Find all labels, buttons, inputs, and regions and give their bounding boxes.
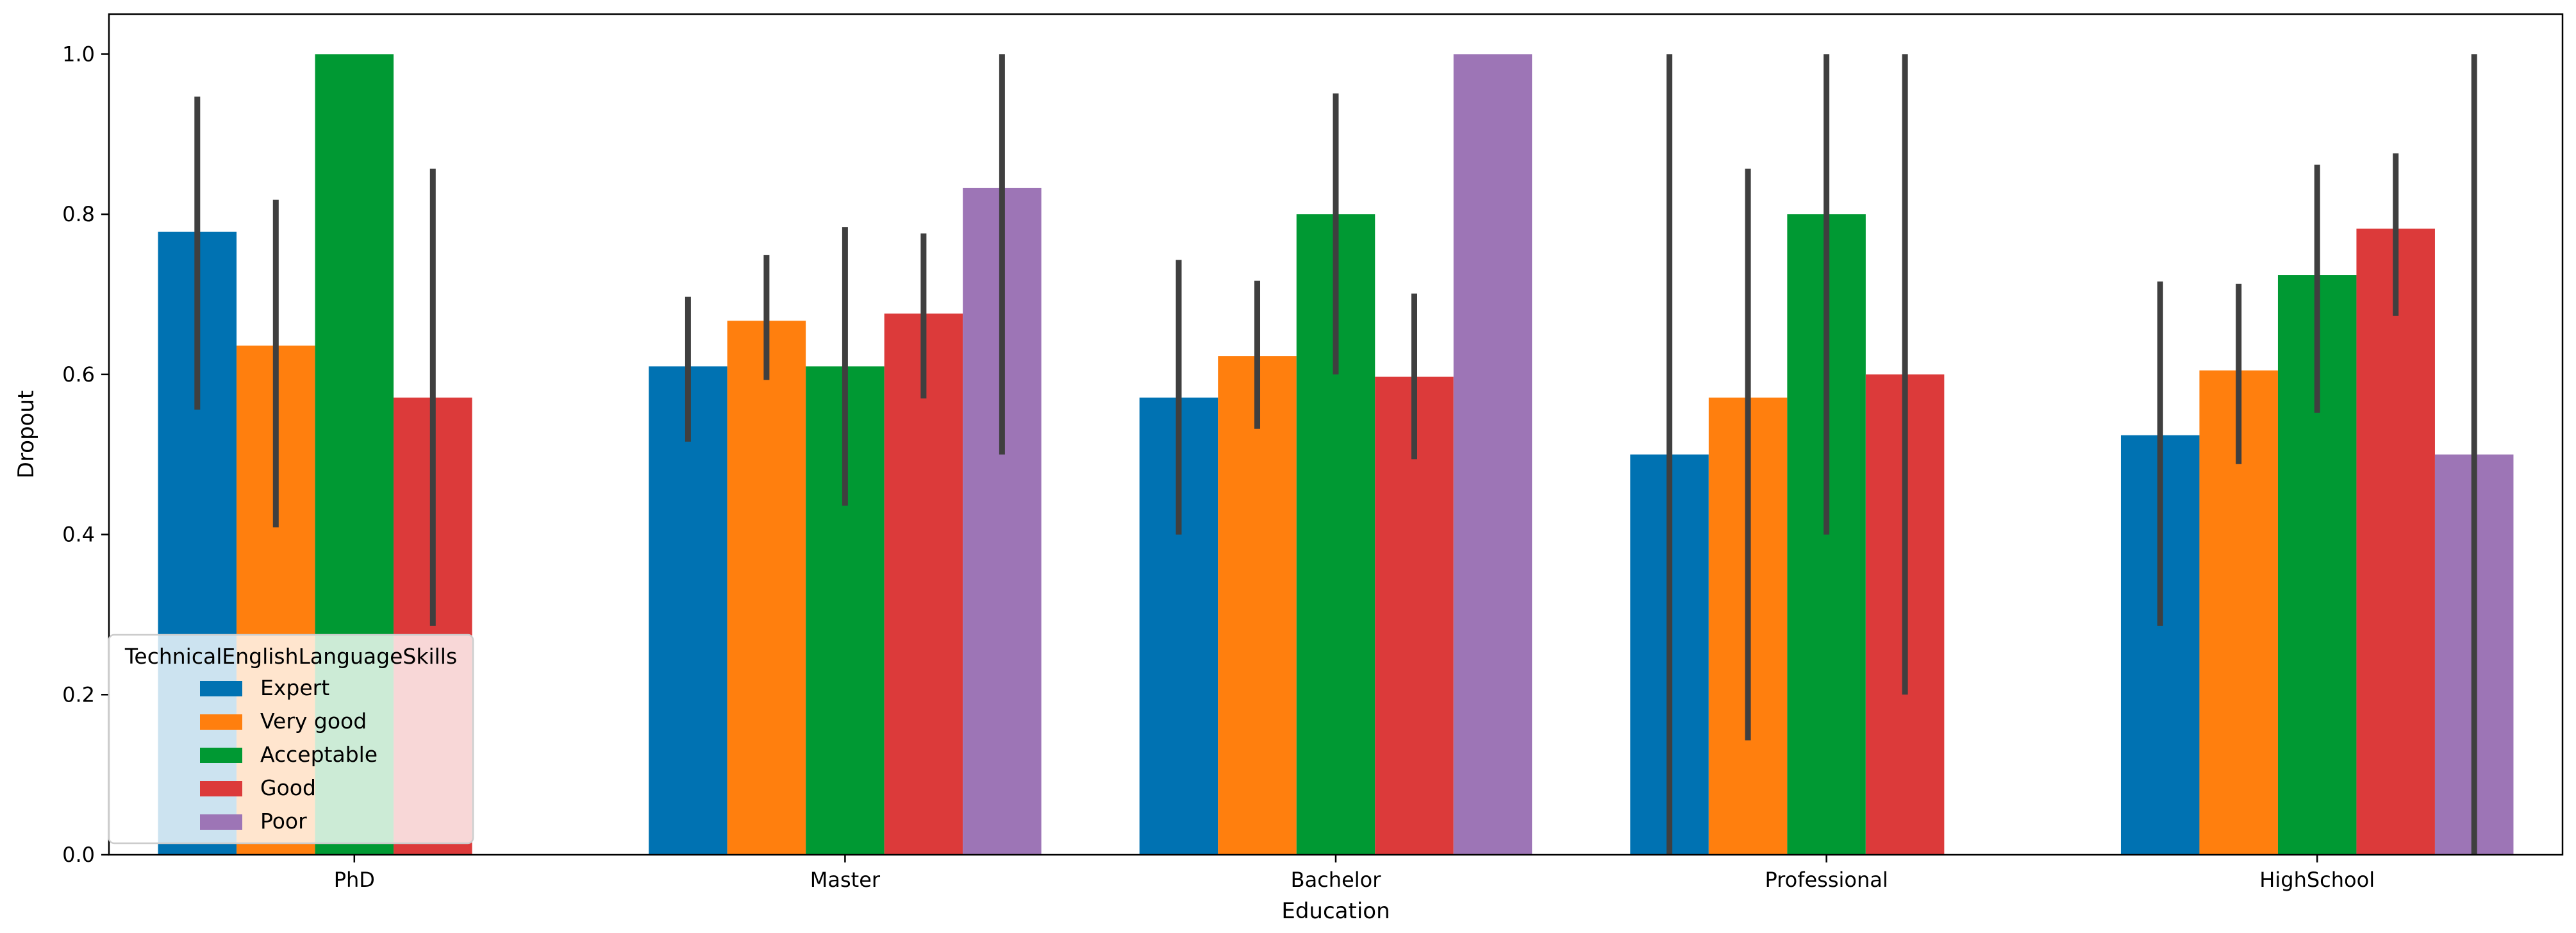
legend-items: Expert Very good Acceptable Good Poor <box>200 675 378 834</box>
legend-title: TechnicalEnglishLanguageSkills <box>124 644 457 669</box>
y-tick-label: 0.6 <box>62 362 95 387</box>
y-tick-label: 1.0 <box>62 42 95 66</box>
axes-layer: 0.0 0.2 0.4 0.6 0.8 1.0 PhD Master Bachelor Profe… <box>62 13 2564 892</box>
legend: TechnicalEnglishLanguageSkills Expert Ver… <box>108 634 474 845</box>
legend-label-very-good: Very good <box>260 709 367 734</box>
x-tick-label-professional: Professional <box>1765 868 1888 892</box>
legend-label-good: Good <box>260 775 316 800</box>
bar-bachelor-very-good <box>1218 356 1297 855</box>
legend-swatch-good <box>200 781 242 796</box>
bar-master-good <box>884 313 963 855</box>
y-tick-label: 0.8 <box>62 202 95 226</box>
bar-highschool-good <box>2356 228 2435 855</box>
legend-swatch-acceptable <box>200 748 242 763</box>
x-tick-label-highschool: HighSchool <box>2259 868 2375 892</box>
y-tick-label: 0.0 <box>62 843 95 867</box>
x-tick-label-phd: PhD <box>334 868 375 892</box>
legend-swatch-very-good <box>200 714 242 730</box>
y-axis-label: Dropout <box>13 391 39 478</box>
bar-bachelor-poor <box>1453 54 1533 855</box>
error-bars-layer <box>194 54 2477 855</box>
x-tick-label-bachelor: Bachelor <box>1291 868 1382 892</box>
legend-label-acceptable: Acceptable <box>260 742 378 767</box>
legend-label-expert: Expert <box>260 675 329 700</box>
legend-label-poor: Poor <box>260 809 307 834</box>
x-tick-label-master: Master <box>810 868 881 892</box>
bar-master-expert <box>649 366 727 855</box>
y-tick-label: 0.2 <box>62 682 95 707</box>
y-tick-label: 0.4 <box>62 523 95 547</box>
bar-master-very-good <box>727 321 806 855</box>
legend-swatch-expert <box>200 681 242 696</box>
x-axis-label: Education <box>1281 898 1390 924</box>
legend-swatch-poor <box>200 814 242 830</box>
